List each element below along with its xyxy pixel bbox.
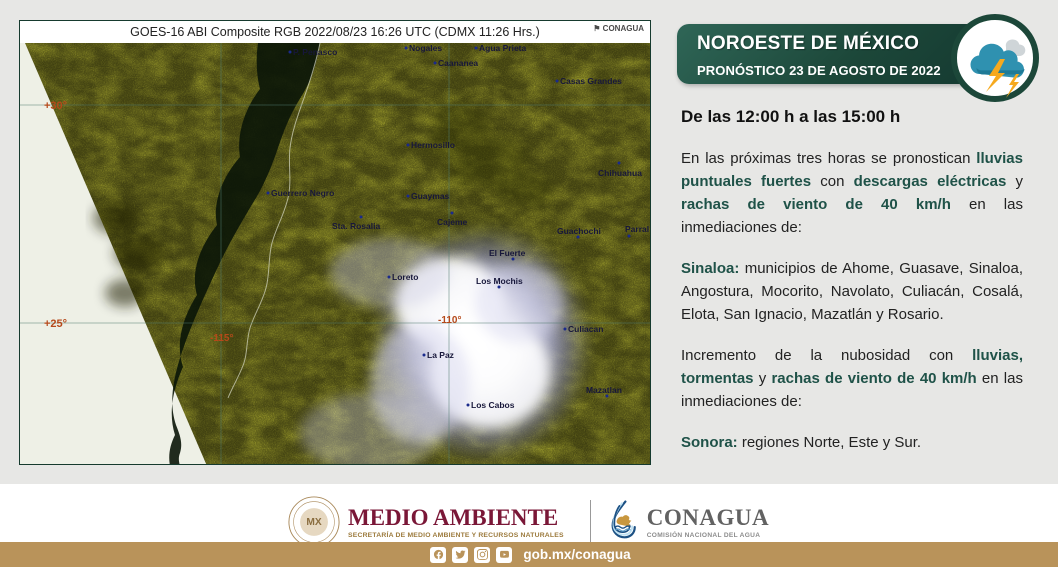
svg-text:Sta. Rosalia: Sta. Rosalia — [332, 221, 380, 231]
svg-text:Nogales: Nogales — [409, 43, 442, 53]
svg-text:+30°: +30° — [44, 100, 67, 112]
svg-text:Agua Prieta: Agua Prieta — [479, 43, 527, 53]
svg-text:Cajeme: Cajeme — [437, 217, 468, 227]
svg-text:Parral: Parral — [625, 224, 649, 234]
svg-text:Loreto: Loreto — [392, 272, 418, 282]
svg-text:-110°: -110° — [438, 315, 461, 326]
svg-text:Guerrero Negro: Guerrero Negro — [271, 188, 334, 198]
svg-text:Culiacan: Culiacan — [568, 324, 603, 334]
svg-text:Los Mochis: Los Mochis — [476, 276, 523, 286]
svg-text:MX: MX — [306, 517, 321, 528]
svg-text:Casas Grandes: Casas Grandes — [560, 76, 622, 86]
svg-text:Chihuahua: Chihuahua — [598, 168, 642, 178]
svg-text:+25°: +25° — [44, 318, 67, 330]
svg-text:Mazatlan: Mazatlan — [586, 385, 622, 395]
svg-text:Guachochi: Guachochi — [557, 226, 601, 236]
svg-text:-115°: -115° — [210, 333, 233, 344]
svg-text:P. Penasco: P. Penasco — [293, 47, 337, 57]
svg-text:El Fuerte: El Fuerte — [489, 248, 526, 258]
svg-text:Guaymas: Guaymas — [411, 191, 450, 201]
svg-text:Hermosillo: Hermosillo — [411, 140, 455, 150]
svg-text:Los Cabos: Los Cabos — [471, 400, 515, 410]
svg-text:La Paz: La Paz — [427, 350, 454, 360]
svg-text:Caananea: Caananea — [438, 58, 478, 68]
